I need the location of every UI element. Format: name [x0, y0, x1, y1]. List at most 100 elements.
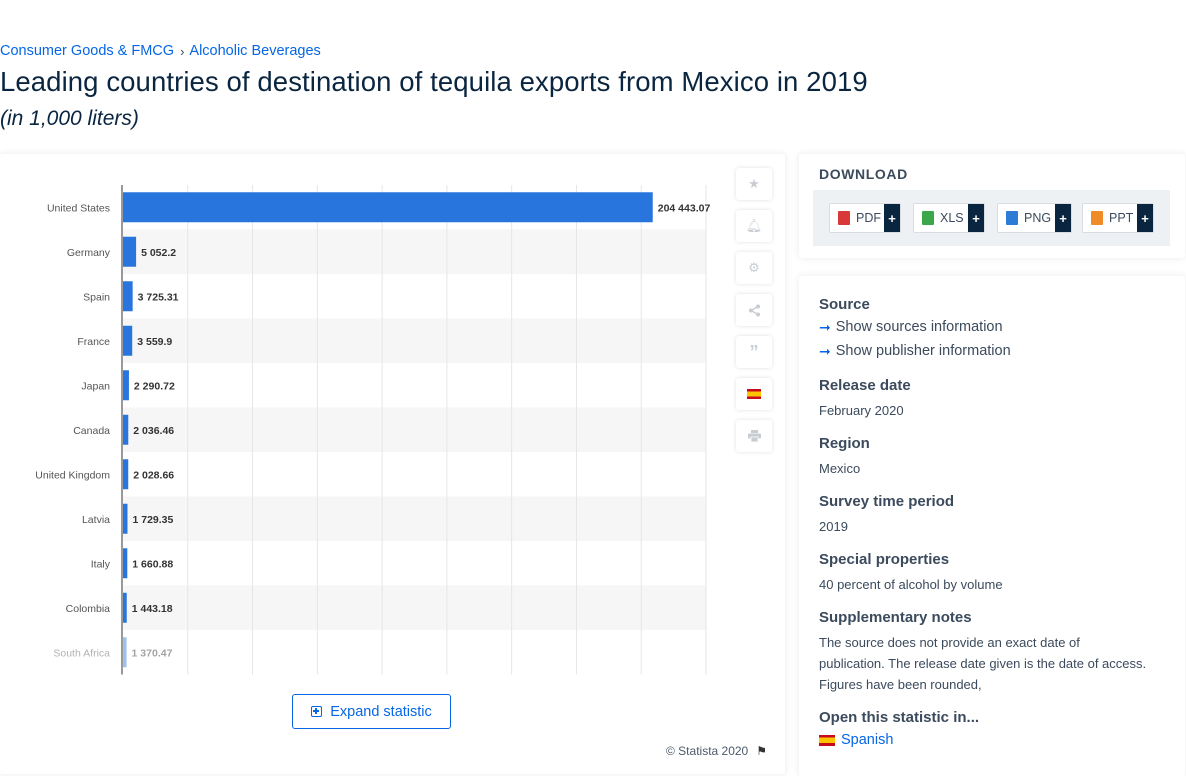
category-label: Germany [67, 247, 111, 259]
category-label: France [77, 336, 110, 348]
bar [123, 459, 129, 490]
copyright: © Statista 2020 ⚑ [666, 744, 767, 758]
copyright-text[interactable]: © Statista 2020 [666, 744, 749, 758]
category-label: Spain [83, 291, 110, 303]
favorite-button[interactable]: ★ [736, 168, 772, 200]
settings-button[interactable]: ⚙ [736, 252, 772, 284]
download-ppt-button[interactable]: PPT + [1082, 203, 1154, 233]
breadcrumb-separator: › [180, 43, 185, 59]
special-properties-heading: Special properties [819, 551, 950, 568]
data-label: 2 036.46 [133, 425, 174, 437]
row-band [123, 407, 706, 452]
print-button[interactable] [736, 420, 772, 452]
bar [123, 637, 127, 668]
region-heading: Region [819, 435, 870, 452]
show-publisher-label: Show publisher information [835, 343, 1011, 359]
category-label: Colombia [66, 603, 111, 615]
xls-file-icon [922, 211, 934, 225]
share-icon [748, 304, 760, 316]
category-label: Canada [73, 425, 110, 437]
survey-period-heading: Survey time period [819, 493, 955, 510]
category-label: United Kingdom [35, 469, 110, 481]
download-panel: DOWNLOAD PDF + XLS + PNG + PPT + [799, 154, 1185, 258]
data-label: 1 729.35 [132, 514, 173, 526]
plus-icon: + [884, 204, 900, 232]
show-sources-link[interactable]: ➞ Show sources information [819, 315, 1149, 339]
download-png-button[interactable]: PNG + [997, 203, 1072, 233]
region-value: Mexico [819, 461, 861, 476]
bar-chart: United States 204 443.07 Germany 5 052.2 Spa… [35, 185, 711, 675]
release-date-heading: Release date [819, 377, 911, 394]
row-band [123, 318, 706, 363]
arrow-right-icon: ➞ [819, 343, 831, 359]
breadcrumb-alcoholic-beverages[interactable]: Alcoholic Beverages [189, 43, 321, 59]
data-label: 5 052.2 [141, 247, 176, 259]
supplementary-notes-rounding: Figures have been rounded, [819, 677, 982, 692]
notification-button[interactable]: 🔔︎ [736, 210, 772, 242]
download-bar: PDF + XLS + PNG + PPT + [813, 190, 1170, 246]
download-xls-button[interactable]: XLS + [913, 203, 985, 233]
pdf-file-icon [838, 211, 850, 225]
release-date-value: February 2020 [819, 403, 904, 418]
bar [123, 503, 128, 534]
spanish-flag-icon [747, 389, 761, 399]
open-spanish-link[interactable]: Spanish [819, 732, 1149, 748]
page-title: Leading countries of destination of tequ… [0, 66, 868, 97]
data-label: 2 028.66 [133, 469, 174, 481]
download-pdf-button[interactable]: PDF + [829, 203, 901, 233]
star-icon: ★ [748, 176, 760, 191]
print-icon [747, 430, 761, 442]
spanish-flag-icon [819, 734, 835, 746]
breadcrumb: Consumer Goods & FMCG › Alcoholic Bevera… [0, 43, 321, 59]
data-label: 204 443.07 [658, 202, 711, 214]
supplementary-notes-text: The source does not provide an exact dat… [819, 635, 1147, 671]
download-pdf-label: PDF [856, 211, 881, 225]
data-label: 1 443.18 [132, 603, 173, 615]
gear-icon: ⚙ [748, 260, 760, 275]
survey-period-value: 2019 [819, 519, 848, 534]
arrow-right-icon: ➞ [819, 319, 831, 335]
chart-toolbar: ★ 🔔︎ ⚙ ” [736, 168, 772, 462]
quote-icon: ” [749, 341, 759, 362]
expand-icon [311, 706, 323, 717]
data-label: 1 660.88 [132, 558, 173, 570]
special-properties-value: 40 percent of alcohol by volume [819, 577, 1003, 592]
bar [123, 548, 128, 579]
open-in-heading: Open this statistic in... [819, 709, 980, 726]
bar [123, 592, 127, 623]
source-heading: Source [819, 296, 870, 313]
bar [123, 414, 129, 445]
open-spanish-label: Spanish [841, 732, 894, 748]
plus-icon: + [968, 204, 984, 232]
download-xls-label: XLS [940, 211, 964, 225]
breadcrumb-consumer-goods[interactable]: Consumer Goods & FMCG [0, 43, 175, 59]
language-button[interactable] [736, 378, 772, 410]
png-file-icon [1006, 211, 1018, 225]
plus-icon: + [1137, 204, 1153, 232]
page-subtitle: (in 1,000 liters) [0, 107, 139, 130]
row-band [123, 229, 706, 274]
row-band [123, 496, 706, 541]
data-label: 2 290.72 [134, 380, 175, 392]
bar [123, 281, 133, 312]
bar [123, 325, 133, 356]
category-label: Italy [91, 558, 111, 570]
statistic-details: Source ➞ Show sources information ➞ Show… [799, 276, 1185, 776]
share-button[interactable] [736, 294, 772, 326]
bell-icon: 🔔︎ [745, 218, 763, 233]
cite-button[interactable]: ” [736, 336, 772, 368]
download-png-label: PNG [1024, 211, 1052, 225]
expand-label: Expand statistic [330, 703, 432, 720]
data-label: 1 370.47 [132, 647, 173, 659]
expand-statistic-button[interactable]: Expand statistic [292, 694, 451, 729]
category-label: Japan [81, 380, 110, 392]
chart-card: United States 204 443.07 Germany 5 052.2 Spa… [0, 154, 785, 774]
data-label: 3 725.31 [138, 291, 179, 303]
category-label: Latvia [82, 514, 110, 526]
download-card: DOWNLOAD PDF + XLS + PNG + PPT + [799, 154, 1185, 258]
report-flag-icon[interactable]: ⚑ [756, 744, 767, 758]
bar [123, 192, 653, 223]
show-publisher-link[interactable]: ➞ Show publisher information [819, 339, 1149, 363]
download-title: DOWNLOAD [819, 166, 908, 182]
plus-icon: + [1055, 204, 1071, 232]
